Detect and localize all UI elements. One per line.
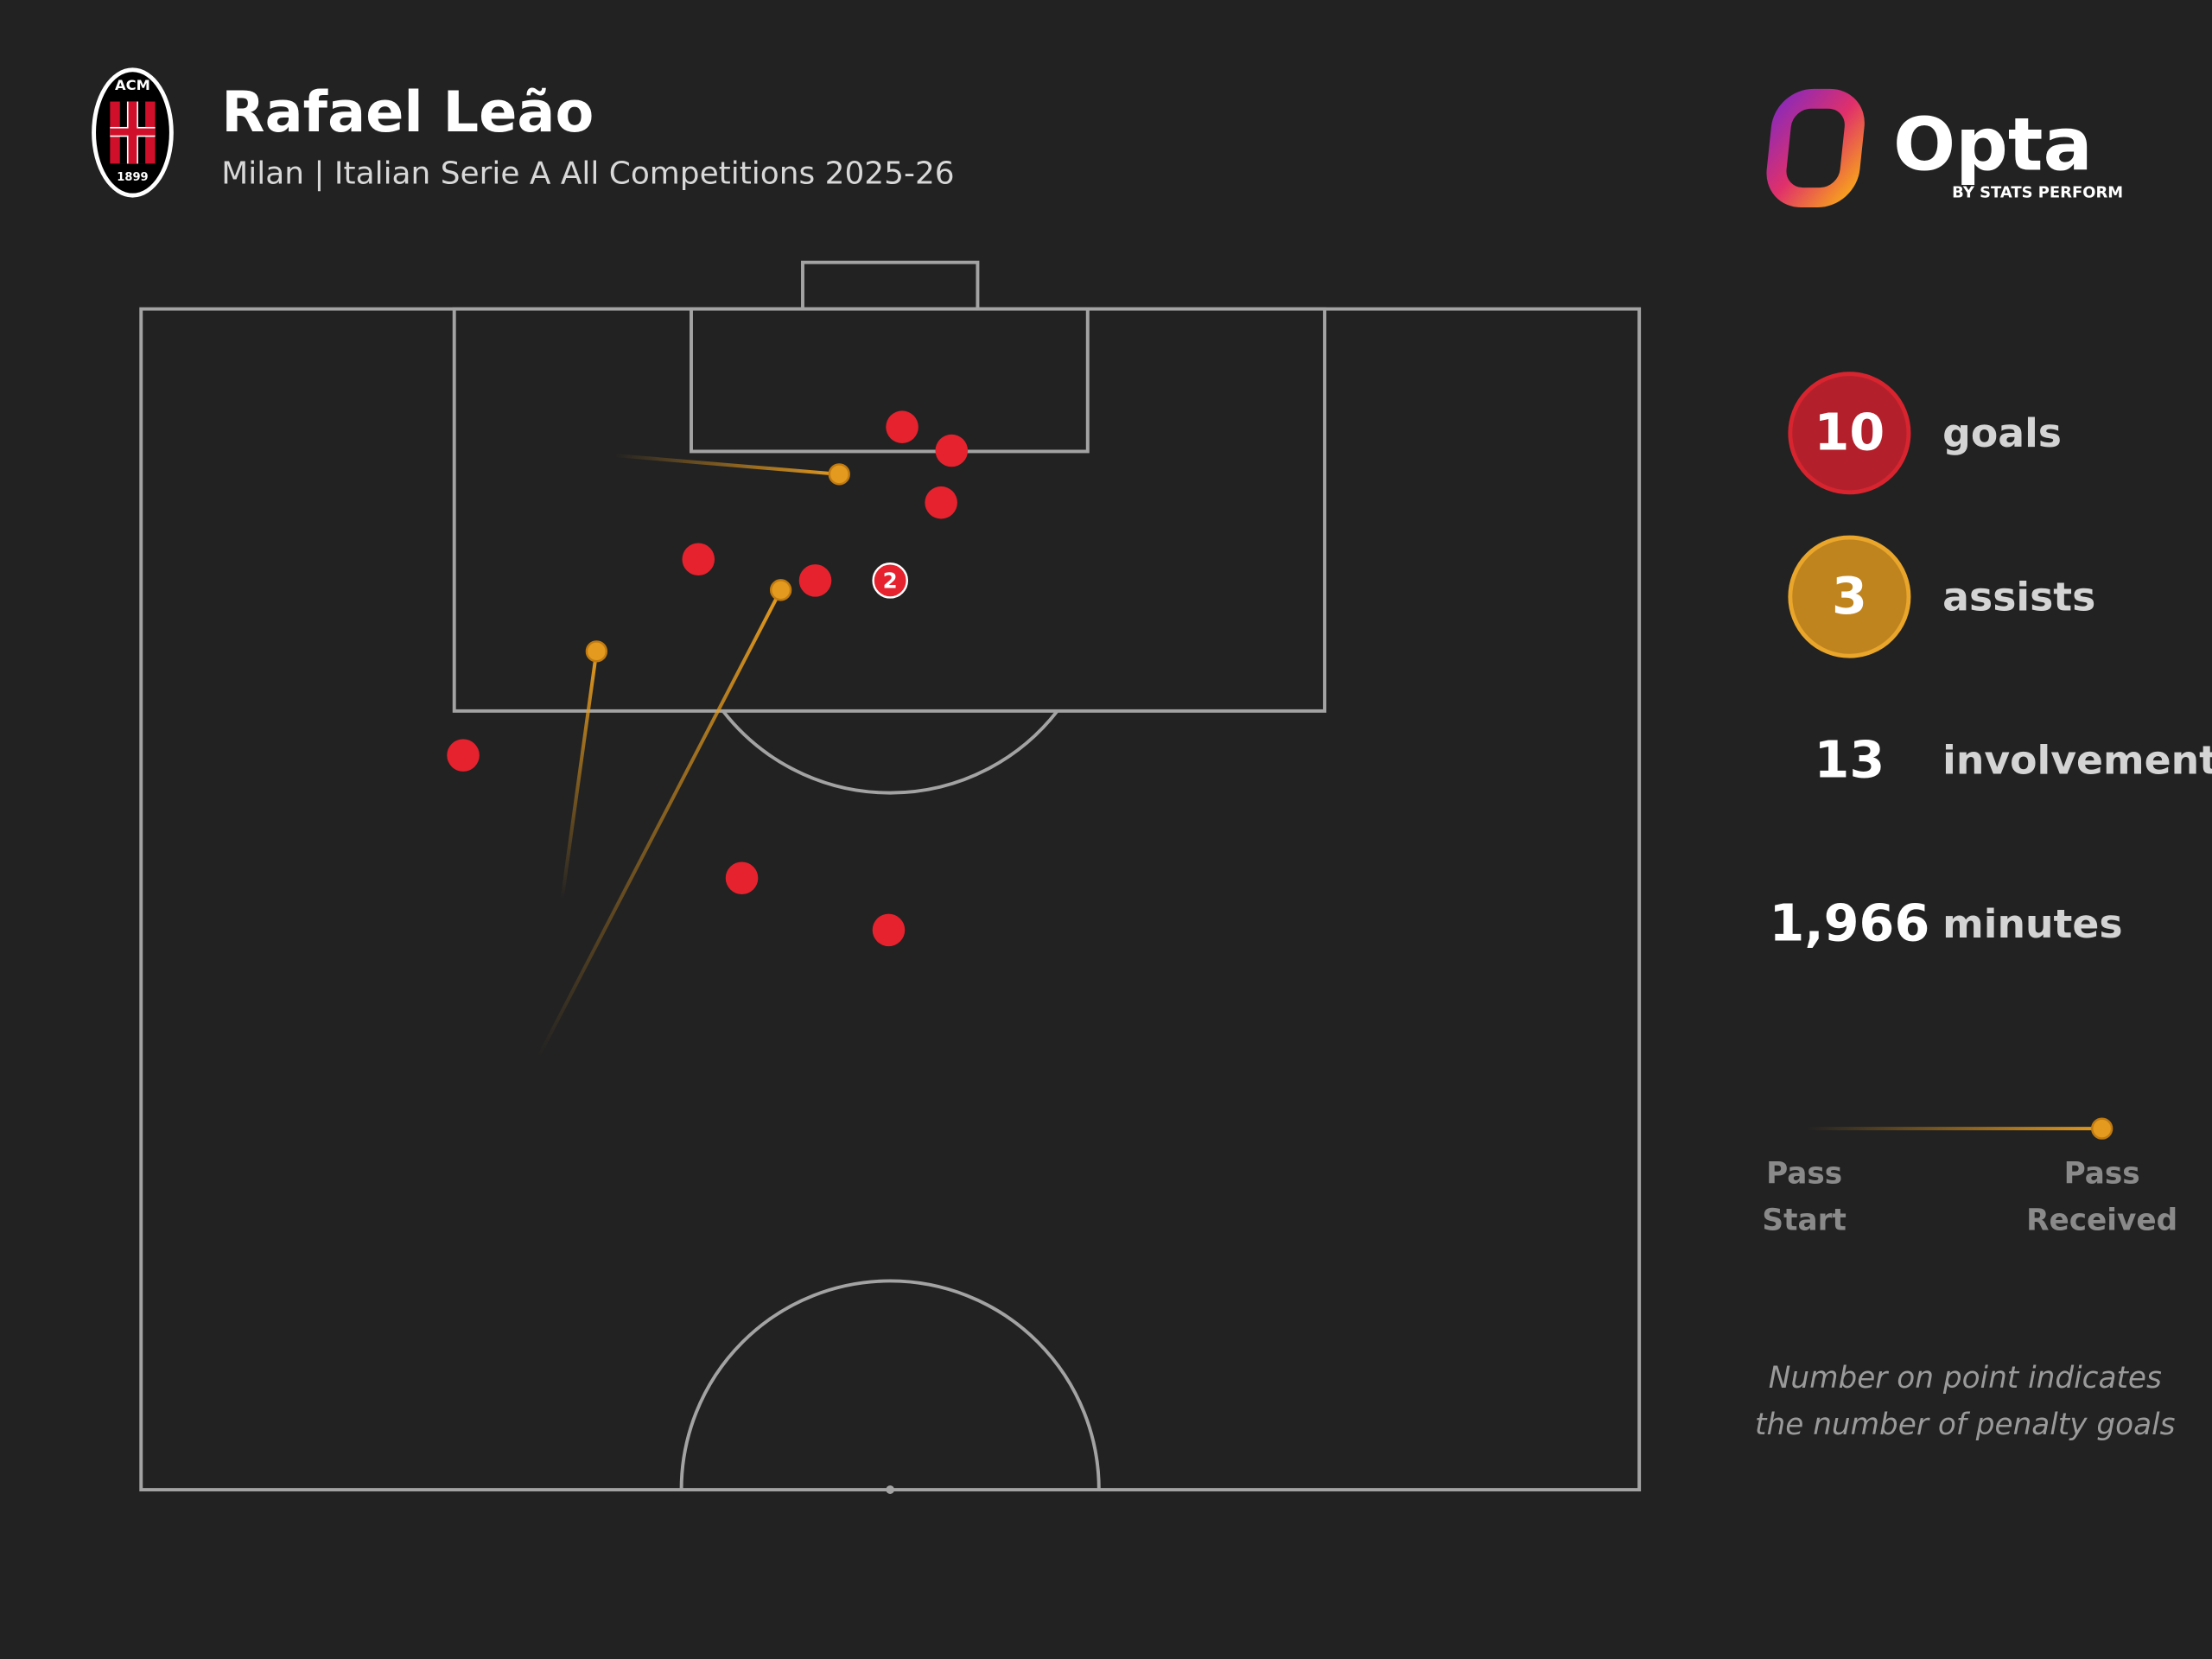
goal-point — [872, 563, 909, 599]
stat-label: assists — [1942, 574, 2095, 620]
stat-label: involvements — [1942, 738, 2212, 784]
stat-badge — [1788, 372, 1911, 495]
brand-by-line: BY STATS PERFORM — [1952, 184, 2123, 202]
goal-point — [682, 543, 715, 576]
legend-text: Pass — [1766, 1156, 1842, 1191]
stat-label: goals — [1942, 410, 2062, 456]
legend-text: Pass — [2064, 1156, 2140, 1191]
note: the number of penalty goals — [1755, 1408, 2176, 1442]
subtitle: Milan | Italian Serie A All Competitions… — [221, 156, 954, 191]
assist-point — [828, 463, 850, 486]
stat-value: 3 — [1832, 566, 1867, 626]
stat-badge — [1788, 535, 1911, 658]
club-badge: ACM 1899 — [92, 67, 174, 198]
note: Number on point indicates — [1769, 1361, 2162, 1395]
goal-point — [798, 564, 832, 597]
assist-pass — [560, 651, 599, 900]
stat-value: 10 — [1815, 403, 1885, 462]
legend-text: Received — [2026, 1203, 2177, 1237]
marks: 2 — [447, 410, 969, 1058]
goal-point — [925, 486, 957, 519]
penalty-label: 2 — [883, 568, 898, 593]
goal-point — [447, 739, 480, 772]
assist-point — [585, 640, 608, 663]
stat-value: 13 — [1815, 729, 1885, 789]
stat-value: 1,966 — [1769, 893, 1929, 953]
assist-pass — [613, 453, 840, 476]
opta-logo: Opta BY STATS PERFORM — [1766, 88, 2123, 207]
legend-point — [2091, 1117, 2113, 1140]
title: Rafael Leão — [221, 79, 594, 145]
assist-point — [769, 579, 792, 601]
badge-text: ACM — [115, 77, 150, 93]
goal-point — [725, 861, 759, 894]
side-panel: 10 goals 3 assists 13 involvements 1,966 minute… — [1755, 372, 2212, 1442]
goal-point — [872, 913, 906, 947]
assist-pass — [536, 588, 783, 1058]
goal-point — [886, 410, 918, 443]
badge-year: 1899 — [117, 171, 148, 184]
goal-point — [935, 434, 969, 467]
brand-name: Opta — [1893, 102, 2093, 188]
stat-label: minutes — [1942, 901, 2122, 947]
pitch — [139, 260, 1642, 1494]
legend-text: Start — [1762, 1203, 1846, 1237]
